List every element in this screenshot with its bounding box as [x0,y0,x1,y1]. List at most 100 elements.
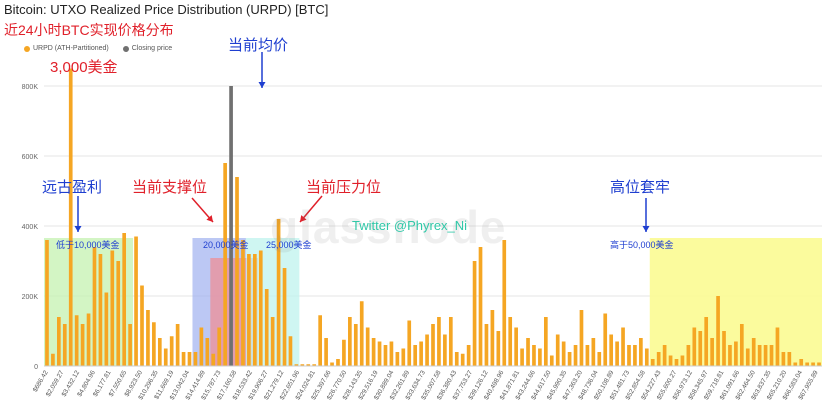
chart-title: Bitcoin: UTXO Realized Price Distributio… [4,2,329,17]
urpd-bar [211,353,216,366]
zone-label-20k: 20,000美金 [203,240,249,250]
y-tick-label: 800K [22,84,39,91]
urpd-bar [45,240,49,366]
zone-label-25k: 25,000美金 [266,240,312,250]
urpd-bar [217,327,222,366]
urpd-bar [751,338,756,366]
urpd-bar [555,334,560,366]
annotation-current-avg: 当前均价 [228,37,289,54]
urpd-bar [573,345,578,366]
urpd-bar [627,345,631,366]
urpd-bar [443,334,447,366]
legend-item-closing[interactable]: Closing price [122,45,173,52]
urpd-bar [549,355,554,366]
legend-closing-label: Closing price [131,45,173,52]
urpd-bar [698,331,703,366]
urpd-bar [419,341,423,366]
chart-subtitle: 近24小时BTC实现价格分布 [4,22,174,38]
urpd-bar [448,317,453,366]
urpd-bar [543,317,548,366]
urpd-bar [532,345,536,366]
urpd-bar [51,353,55,366]
urpd-bar [146,310,150,366]
urpd-bar [300,364,305,366]
annotation-resistance: 当前压力位 [306,179,382,196]
y-tick-label: 0 [34,364,38,371]
urpd-bar [80,324,85,366]
urpd-bar [466,345,471,366]
urpd-bar [561,341,566,366]
urpd-bar [252,254,257,366]
urpd-bar [508,317,513,366]
legend-urpd-swatch [24,45,30,52]
annotation-ancient-profit: 远古盈利 [42,179,103,196]
annotation-high-trap: 高位套牢 [610,179,671,196]
urpd-bar [692,327,697,366]
urpd-bar [633,345,637,366]
urpd-bar [431,324,435,366]
urpd-bar [585,345,590,366]
urpd-bar [413,345,418,366]
legend-item-urpd[interactable]: URPD (ATH-Partitioned) [24,45,109,52]
arrow-high-trap-head [642,226,650,232]
urpd-bar [175,324,180,366]
urpd-bar [365,327,370,366]
urpd-bar [348,317,352,366]
urpd-bar [454,352,459,366]
urpd-bar [193,352,198,366]
urpd-bar [674,359,679,366]
urpd-bar [609,334,614,366]
urpd-bar [484,324,489,366]
urpd-bar [615,341,619,366]
urpd-bar [650,359,655,366]
urpd-bar [704,317,709,366]
urpd-bar [662,345,667,366]
urpd-bar [395,352,400,366]
urpd-bar [472,261,477,366]
arrow-ancient-profit-head [74,226,82,232]
urpd-bar [502,240,507,366]
closing-price-bar [229,86,233,366]
urpd-bar [163,348,168,366]
urpd-bar [92,247,97,366]
urpd-bar [306,364,311,366]
urpd-bar [490,310,495,366]
urpd-bar [668,355,673,366]
urpd-bar [538,348,542,366]
urpd-bar [157,338,162,366]
urpd-bar [86,313,91,366]
y-tick-label: 200K [22,294,39,301]
urpd-bar [739,324,744,366]
urpd-bar [318,315,323,366]
urpd-bar [270,317,275,366]
urpd-bar [264,289,269,366]
annotation-peak: 3,000美金 [50,59,118,76]
urpd-bar [597,352,602,366]
urpd-bar [371,338,376,366]
urpd-bar [460,353,465,366]
chart-legend: URPD (ATH-Partitioned) Closing price [24,45,172,52]
urpd-bar [181,352,186,366]
urpd-bar [437,317,441,366]
urpd-bar [817,362,821,366]
urpd-bar [579,310,584,366]
urpd-bar [223,163,227,366]
urpd-bar [567,352,572,366]
urpd-bar [793,362,798,366]
urpd-bar [128,324,132,366]
urpd-bar [336,359,340,366]
urpd-bar [526,338,530,366]
urpd-bar [407,320,412,366]
urpd-bar [235,177,239,366]
urpd-bar [389,341,394,366]
urpd-bar [520,348,524,366]
urpd-bar [359,301,364,366]
urpd-bar [57,317,61,366]
urpd-bar [122,233,127,366]
urpd-bar [781,352,786,366]
urpd-bar [734,341,738,366]
urpd-bar [745,348,750,366]
y-tick-label: 400K [22,224,39,231]
urpd-bar [383,345,388,366]
